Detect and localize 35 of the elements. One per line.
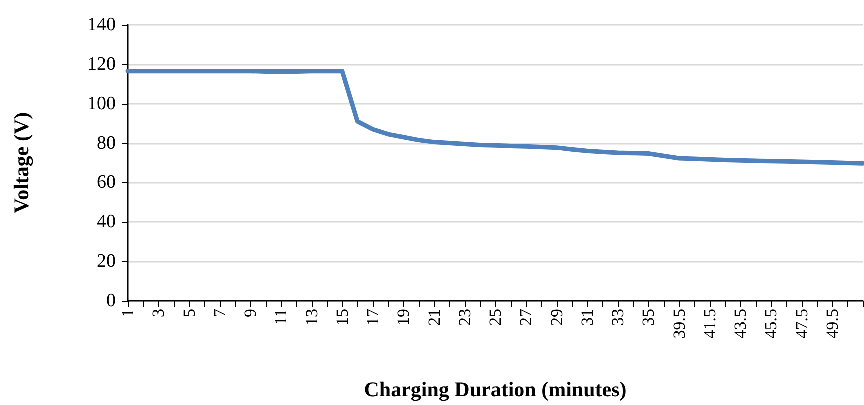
x-tick-label: 13 xyxy=(302,309,322,326)
x-tick-label: 7 xyxy=(210,308,230,318)
x-tick-label: 25 xyxy=(486,309,505,326)
x-tick-label: 15 xyxy=(332,309,352,326)
x-tick-label: 1 xyxy=(118,309,138,318)
x-tick-label: 35 xyxy=(639,309,658,326)
x-tick-label: 21 xyxy=(424,309,444,326)
y-tick-label: 120 xyxy=(88,54,116,75)
x-tick-label: 39.5 xyxy=(670,309,689,339)
x-tick-label: 5 xyxy=(180,309,199,318)
line-series xyxy=(126,69,864,166)
x-tick-label: 27 xyxy=(516,308,536,326)
x-tick-label: 41.5 xyxy=(700,309,720,339)
y-tick-label: 40 xyxy=(97,212,116,233)
x-tick-label: 11 xyxy=(272,309,291,326)
y-axis-title: Voltage (V) xyxy=(10,112,34,214)
x-tick-label: 31 xyxy=(578,309,597,326)
y-tick-label: 60 xyxy=(97,172,116,194)
x-tick-label: 47.5 xyxy=(792,309,812,339)
x-tick-label: 49.5 xyxy=(822,309,842,339)
x-tick-label: 9 xyxy=(241,309,260,318)
x-axis-title: Charging Duration (minutes) xyxy=(364,378,627,402)
x-tick-label: 29 xyxy=(547,309,566,326)
x-tick-label: 23 xyxy=(455,309,474,326)
y-tick-label: 140 xyxy=(88,14,116,36)
x-tick-label: 33 xyxy=(608,309,628,326)
x-tick-label: 45.5 xyxy=(762,309,781,339)
y-tick-label: 0 xyxy=(106,290,116,312)
y-tick-label: 80 xyxy=(97,132,116,154)
x-tick-label: 19 xyxy=(394,309,414,326)
x-tick-label: 3 xyxy=(149,309,168,318)
x-tick-label: 17 xyxy=(364,308,382,326)
y-tick-label: 20 xyxy=(97,251,116,272)
x-tick-label: 43.5 xyxy=(731,309,750,339)
y-tick-label: 100 xyxy=(88,93,116,114)
